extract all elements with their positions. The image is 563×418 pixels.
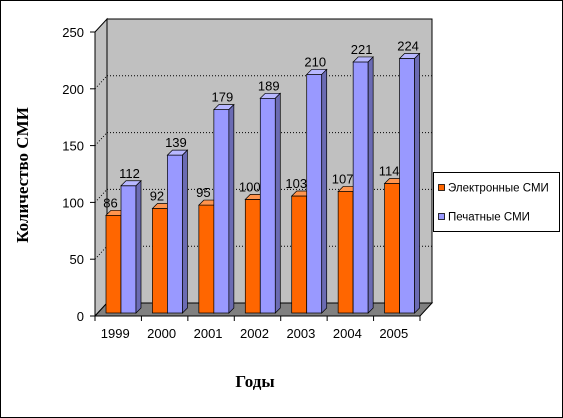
bar-front-face — [105, 214, 122, 314]
series-2-bar-2004 — [352, 56, 374, 314]
data-label: 189 — [258, 78, 280, 93]
bar-side-face — [321, 68, 328, 314]
data-label: 221 — [351, 42, 373, 57]
bar-front-face — [167, 154, 183, 314]
bar-side-face — [228, 103, 235, 314]
bar-side-face — [135, 179, 142, 314]
y-tick-label: 100 — [62, 195, 84, 210]
legend-swatch-series-2 — [438, 213, 445, 220]
x-tick-label: 2001 — [194, 326, 223, 341]
x-tick-label: 2004 — [333, 326, 362, 341]
y-axis-title: Количество СМИ — [13, 107, 32, 243]
bar-front-face — [259, 97, 276, 314]
data-label: 95 — [196, 185, 210, 200]
y-tick-label: 50 — [70, 252, 84, 267]
side-wall — [94, 17, 108, 318]
series-2-bar-1999 — [120, 179, 142, 314]
legend-label-series-2: Печатные СМИ — [448, 212, 530, 224]
series-2-bar-2000 — [166, 149, 189, 314]
data-label: 107 — [332, 171, 354, 186]
legend-swatch-series-1 — [438, 184, 445, 191]
x-tick-label: 1999 — [101, 326, 130, 341]
bar-side-face — [367, 56, 374, 314]
data-label: 112 — [119, 166, 140, 181]
data-label: 210 — [304, 54, 326, 69]
data-label: 114 — [379, 163, 400, 178]
legend: Электронные СМИ Печатные СМИ — [433, 172, 560, 232]
bar-front-face — [306, 74, 323, 314]
y-tick-label: 0 — [77, 309, 84, 324]
bar-front-face — [213, 109, 230, 314]
bar-front-face — [384, 183, 400, 314]
bar-front-face — [352, 61, 369, 314]
legend-label-series-1: Электронные СМИ — [448, 183, 549, 195]
bar-front-face — [244, 199, 261, 314]
bar-front-face — [120, 185, 137, 314]
data-label: 103 — [285, 176, 307, 191]
bar-front-face — [291, 195, 308, 314]
legend-box — [433, 172, 560, 232]
bar-front-face — [152, 208, 168, 314]
data-label: 100 — [239, 179, 261, 194]
bar-front-face — [399, 58, 415, 314]
series-2-bar-2003 — [305, 68, 328, 314]
bar-front-face — [337, 191, 354, 314]
bar-front-face — [198, 204, 215, 314]
x-tick-label: 2002 — [240, 326, 269, 341]
bar-side-face — [274, 92, 281, 314]
x-tick-label: 2000 — [147, 326, 176, 341]
y-tick-label: 200 — [62, 82, 84, 97]
series-2-bar-2002 — [259, 92, 282, 314]
y-tick-label: 150 — [62, 139, 84, 154]
data-label: 86 — [103, 195, 117, 210]
series-2-bar-2001 — [213, 103, 235, 314]
data-label: 224 — [397, 39, 419, 54]
data-label: 179 — [212, 90, 234, 105]
x-tick-label: 2005 — [379, 326, 408, 341]
bars-layer — [105, 52, 421, 314]
series-2-bar-2005 — [398, 52, 421, 314]
bar-side-face — [182, 149, 188, 314]
data-label: 92 — [150, 188, 164, 203]
x-axis-title: Годы — [235, 372, 274, 391]
y-tick-label: 250 — [62, 25, 84, 40]
bar-side-face — [414, 52, 420, 314]
x-tick-label: 2003 — [286, 326, 315, 341]
data-label: 139 — [165, 135, 187, 150]
